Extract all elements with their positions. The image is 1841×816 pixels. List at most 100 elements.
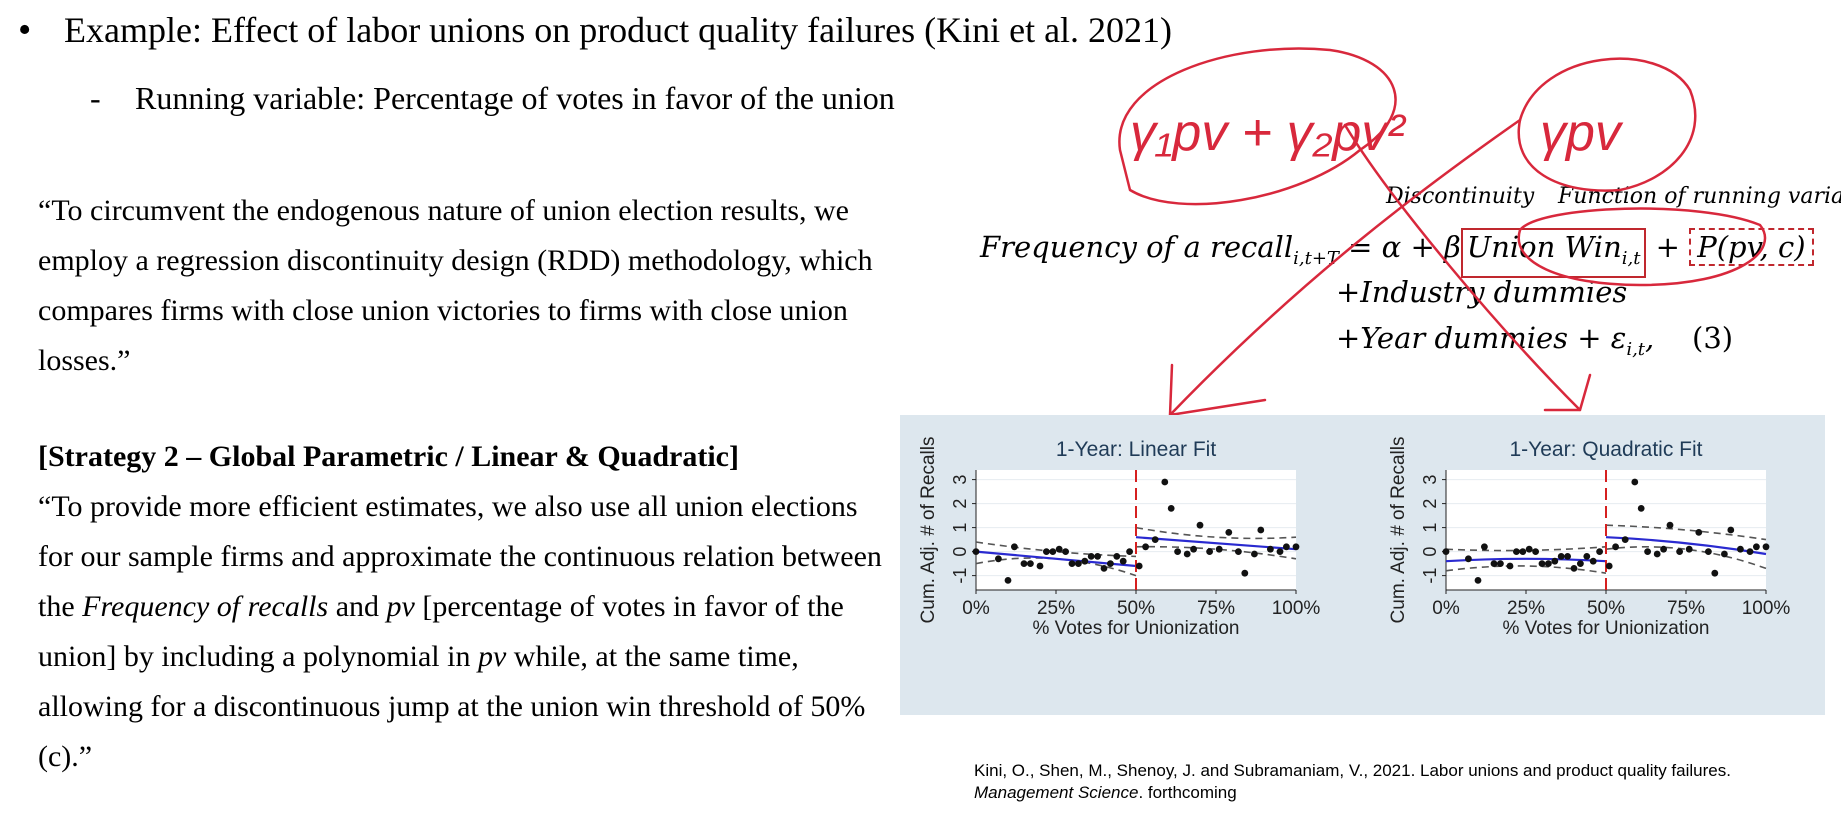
data-point (1762, 543, 1770, 551)
data-point (1142, 543, 1149, 551)
quote2-part-b: and (328, 590, 387, 623)
data-point (1206, 548, 1213, 555)
citation-journal: Management Science (974, 783, 1139, 802)
y-tick-label: 0 (1420, 547, 1440, 557)
eq-lhs: Frequency of a recall (980, 230, 1294, 264)
quote2-italic-pv: pv (386, 590, 415, 623)
data-point (1721, 550, 1728, 558)
ci-band-ci-left-lower (975, 557, 1137, 577)
data-point (1637, 505, 1645, 512)
y-tick-label: -1 (950, 568, 970, 584)
data-point (1631, 478, 1639, 486)
data-point (1062, 548, 1069, 555)
eq-lhs-subscript: i,t+T (1293, 247, 1339, 269)
eq-line3-a: +Year dummies + ε (1336, 321, 1627, 355)
citation-rest: . forthcoming (1138, 783, 1237, 802)
data-point (1167, 505, 1175, 512)
ink-note-linear: γpv (1540, 104, 1624, 162)
data-point (1513, 548, 1520, 555)
chart-title: 1-Year: Linear Fit (1056, 438, 1216, 461)
data-point (1519, 548, 1527, 555)
chart-1: -1 0 1 2 3 0% 25% 50% 75% 100% 1-Year: Linear Fit%… (918, 437, 1320, 639)
data-point (1605, 562, 1613, 570)
data-point (1119, 557, 1127, 565)
data-point (1685, 545, 1693, 553)
ink-arrow-left (1168, 118, 1522, 417)
chart-title: 1-Year: Quadratic Fit (1510, 438, 1703, 461)
y-tick-label: 2 (1420, 499, 1440, 509)
x-axis-label: % Votes for Unionization (1502, 618, 1709, 639)
equation-number: (3) (1692, 321, 1734, 355)
data-point (1551, 557, 1559, 565)
ci-band-ci-left-upper (975, 541, 1137, 558)
data-point (1190, 545, 1197, 553)
eq-line3-subscript: i,t (1626, 338, 1646, 360)
data-point (1020, 560, 1028, 567)
ink-arrow-right (1343, 123, 1592, 412)
data-point (1737, 545, 1744, 553)
data-point (1653, 550, 1661, 558)
data-point (1292, 543, 1300, 551)
ink-ellipse-right (1517, 57, 1697, 192)
x-tick-label: 75% (1197, 598, 1235, 619)
data-point (1126, 548, 1133, 555)
data-point (1135, 562, 1143, 570)
eq-box-union-win: Union Wini,t (1460, 228, 1647, 278)
x-tick-label: 0% (962, 598, 990, 619)
ci-band-ci-right-upper (1135, 526, 1297, 540)
data-point (1107, 560, 1114, 567)
data-point (1161, 478, 1169, 486)
figure-panel: -1 0 1 2 3 0% 25% 50% 75% 100% 1-Year: Linear Fit%… (900, 415, 1825, 715)
slide-title: Example: Effect of labor unions on produ… (64, 10, 1173, 50)
x-tick-label: 0% (1432, 598, 1460, 619)
data-point (1564, 553, 1571, 560)
data-point (1068, 560, 1076, 567)
data-point (1241, 569, 1249, 577)
eq-union-win: Union Win (1466, 230, 1622, 264)
y-axis-label: Cum. Adj. # of Recalls (918, 437, 939, 624)
citation: Kini, O., Shen, M., Shenoy, J. and Subra… (974, 760, 1731, 804)
data-point (1746, 548, 1754, 555)
data-point (1753, 543, 1760, 551)
chart-2: -1 0 1 2 3 0% 25% 50% 75% 100% 1-Year: Quadratic F… (1388, 437, 1790, 639)
quote2-italic-recalls: Frequency of recalls (82, 590, 329, 623)
citation-line-1: Kini, O., Shen, M., Shenoy, J. and Subra… (974, 761, 1731, 780)
x-axis-label: % Votes for Unionization (1032, 618, 1239, 639)
data-point (1027, 560, 1034, 567)
y-axis-label: Cum. Adj. # of Recalls (1388, 437, 1409, 624)
data-point (1215, 545, 1223, 553)
eq-box-polynomial: P(pv, c) (1689, 228, 1814, 266)
data-point (1490, 560, 1498, 567)
data-point (1589, 557, 1597, 565)
quote2-italic-pv-2: pv (477, 640, 507, 673)
data-point (1577, 560, 1584, 567)
data-point (1666, 521, 1674, 529)
eq-line3-b: , (1645, 321, 1655, 355)
y-tick-label: 2 (950, 499, 970, 509)
data-point (1705, 548, 1712, 555)
data-point (972, 548, 980, 555)
data-point (1465, 555, 1472, 563)
data-point (995, 555, 1002, 563)
data-point (1075, 560, 1082, 567)
data-point (1011, 543, 1018, 551)
data-point (1225, 529, 1233, 536)
data-point (1525, 545, 1533, 553)
data-point (1196, 521, 1204, 529)
data-point (1538, 560, 1546, 567)
data-point (1727, 526, 1735, 534)
data-point (1676, 548, 1683, 555)
y-tick-label: -1 (1420, 568, 1440, 584)
ci-band-ci-right-upper (1605, 524, 1767, 541)
data-point (1481, 543, 1488, 551)
data-point (1711, 569, 1719, 577)
quote2-part-a: “To provide more efficient estimates, we… (38, 490, 882, 623)
data-point (1094, 553, 1101, 560)
x-tick-label: 75% (1667, 598, 1705, 619)
x-tick-label: 25% (1507, 598, 1545, 619)
data-point (1081, 557, 1089, 565)
data-point (1695, 529, 1703, 536)
data-point (1474, 577, 1482, 584)
data-point (1235, 548, 1242, 555)
x-tick-label: 25% (1037, 598, 1075, 619)
